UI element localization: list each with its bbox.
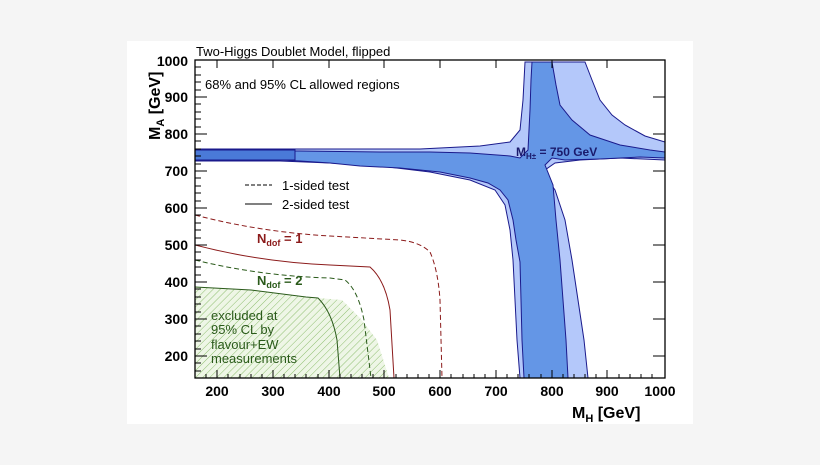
y-tick-label: 900 — [165, 89, 189, 105]
cl68-region — [195, 61, 665, 378]
y-tick-labels: 200 300 400 500 600 700 800 900 1000 — [157, 53, 188, 364]
x-axis-title: MH [GeV] — [572, 405, 640, 425]
plot-area — [195, 61, 665, 378]
excluded-line-3: flavour+EW — [211, 337, 279, 352]
x-tick-label: 1000 — [644, 383, 675, 399]
excluded-line-4: measurements — [211, 351, 297, 366]
ndof2-solid-curve — [195, 286, 341, 378]
y-tick-label: 200 — [165, 348, 189, 364]
excluded-line-1: excluded at — [211, 308, 278, 323]
chart-subtitle: 68% and 95% CL allowed regions — [205, 77, 400, 92]
x-tick-label: 700 — [484, 383, 508, 399]
ndof1-solid-curve — [195, 244, 395, 378]
x-tick-label: 500 — [372, 383, 396, 399]
y-tick-label: 300 — [165, 311, 189, 327]
y-tick-label: 600 — [165, 200, 189, 216]
ndof2-label: Ndof = 2 — [257, 273, 302, 290]
x-tick-label: 300 — [261, 383, 285, 399]
y-tick-label: 700 — [165, 163, 189, 179]
excluded-region — [195, 287, 389, 378]
band-edge — [195, 149, 296, 161]
plot-frame — [194, 59, 666, 379]
excluded-line-2: 95% CL by — [211, 322, 275, 337]
ndof2-dashed-curve — [195, 259, 372, 378]
y-tick-label: 500 — [165, 237, 189, 253]
ndof1-dashed-curve — [195, 214, 443, 378]
x-tick-labels: 200 300 400 500 600 700 800 900 1000 — [205, 383, 675, 399]
legend-dashed-label: 1-sided test — [282, 178, 350, 193]
x-tick-label: 900 — [595, 383, 619, 399]
x-axis-ticks — [205, 60, 653, 378]
x-tick-label: 400 — [317, 383, 341, 399]
x-tick-label: 600 — [428, 383, 452, 399]
x-tick-label: 200 — [205, 383, 229, 399]
y-axis-ticks — [195, 66, 665, 372]
y-tick-label: 400 — [165, 274, 189, 290]
ndof1-label: Ndof = 1 — [257, 231, 302, 248]
legend: 1-sided test 2-sided test — [245, 178, 350, 212]
legend-solid-label: 2-sided test — [282, 197, 350, 212]
y-tick-label: 800 — [165, 126, 189, 142]
mass-label: MH± = 750 GeV — [516, 145, 597, 161]
y-tick-label: 1000 — [157, 53, 188, 69]
excluded-annotation: excluded at 95% CL by flavour+EW measure… — [211, 308, 297, 366]
y-axis-title: MA [GeV] — [147, 72, 167, 140]
chart-title: Two-Higgs Doublet Model, flipped — [196, 44, 390, 59]
x-tick-label: 800 — [540, 383, 564, 399]
